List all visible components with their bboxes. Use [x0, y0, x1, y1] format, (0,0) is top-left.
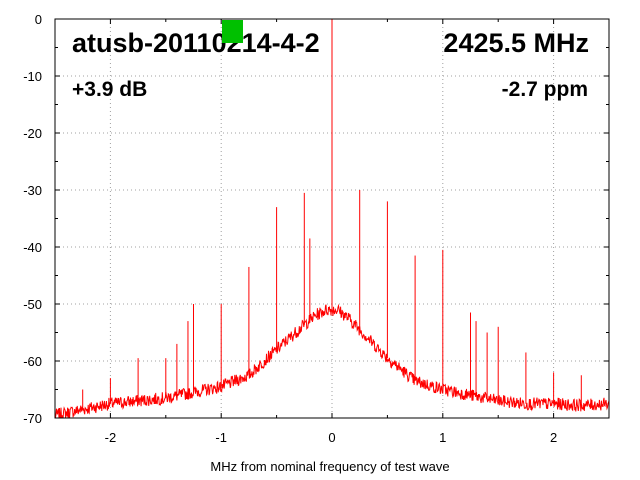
x-tick-label: 2	[550, 430, 557, 445]
x-axis-title: MHz from nominal frequency of test wave	[210, 459, 449, 474]
x-tick-label: -1	[215, 430, 227, 445]
y-tick-label: -60	[23, 354, 42, 369]
x-tick-label: -2	[105, 430, 117, 445]
series-spectrum	[54, 19, 610, 419]
y-tick-label: -50	[23, 297, 42, 312]
frequency-label: 2425.5 MHz	[443, 28, 589, 58]
gain-label: +3.9 dB	[72, 78, 147, 101]
y-tick-label: -20	[23, 126, 42, 141]
x-tick-label: 0	[328, 430, 335, 445]
y-tick-label: -30	[23, 183, 42, 198]
status-indicator	[222, 20, 243, 43]
y-tick-label: -10	[23, 69, 42, 84]
plot-frame	[54, 18, 610, 419]
device-label: atusb-20110214-4-2	[72, 28, 320, 58]
y-tick-label: -40	[23, 240, 42, 255]
offset-label: -2.7 ppm	[502, 78, 588, 101]
axis-ticks: -2 -1 0 1 20-10-20-30-40-50-60-70	[23, 12, 610, 445]
y-tick-label: -70	[23, 411, 42, 426]
x-tick-label: 1	[439, 430, 446, 445]
y-tick-label: 0	[35, 12, 42, 27]
